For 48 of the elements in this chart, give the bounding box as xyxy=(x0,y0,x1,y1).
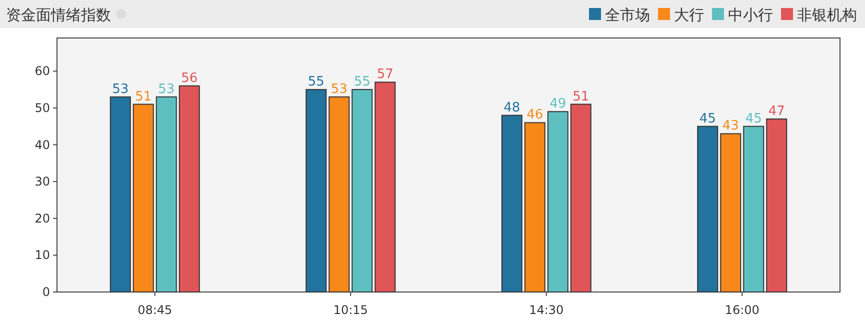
bar xyxy=(374,82,396,292)
y-tick-label: 40 xyxy=(34,138,50,152)
data-label: 53 xyxy=(330,82,348,97)
bar xyxy=(547,111,568,292)
bar xyxy=(743,126,764,292)
data-label: 55 xyxy=(354,74,370,90)
bar xyxy=(766,118,788,292)
data-label: 57 xyxy=(376,67,394,82)
bar xyxy=(178,85,200,292)
data-label: 51 xyxy=(572,89,590,104)
x-tick-label: 10:15 xyxy=(333,303,368,317)
data-label: 46 xyxy=(526,108,544,123)
legend-label: 大行 xyxy=(674,6,704,24)
y-tick-label: 10 xyxy=(34,248,50,262)
chart-title: 资金面情绪指数 xyxy=(6,6,111,24)
legend-label: 全市场 xyxy=(605,6,650,24)
bar xyxy=(306,89,327,292)
data-label: 45 xyxy=(745,111,762,126)
bar xyxy=(524,122,546,292)
bar xyxy=(697,126,718,292)
bar xyxy=(352,89,373,292)
data-label: 51 xyxy=(135,89,152,104)
legend-label: 中小行 xyxy=(728,6,773,24)
data-label: 56 xyxy=(181,70,198,86)
y-tick-label: 60 xyxy=(34,64,50,78)
y-tick-label: 50 xyxy=(34,100,50,115)
bar xyxy=(570,104,592,292)
bar xyxy=(156,96,177,292)
bar xyxy=(110,96,131,292)
data-label: 53 xyxy=(112,82,129,97)
y-tick-label: 20 xyxy=(34,211,50,226)
data-label: 49 xyxy=(550,96,566,112)
x-tick-label: 16:00 xyxy=(724,303,760,317)
data-label: 43 xyxy=(722,118,739,134)
y-tick-label: 0 xyxy=(42,285,50,299)
data-label: 48 xyxy=(504,100,520,116)
bar xyxy=(328,96,350,292)
data-label: 55 xyxy=(308,74,324,90)
bar xyxy=(501,114,522,292)
x-tick-label: 14:30 xyxy=(529,303,564,317)
legend-label: 非银机构 xyxy=(797,6,857,24)
data-label: 47 xyxy=(768,104,785,119)
x-tick-label: 08:45 xyxy=(138,303,172,317)
y-tick-label: 30 xyxy=(34,174,50,189)
data-label: 45 xyxy=(699,111,716,126)
bar xyxy=(720,133,742,292)
data-label: 53 xyxy=(158,82,175,97)
bar xyxy=(132,104,154,292)
